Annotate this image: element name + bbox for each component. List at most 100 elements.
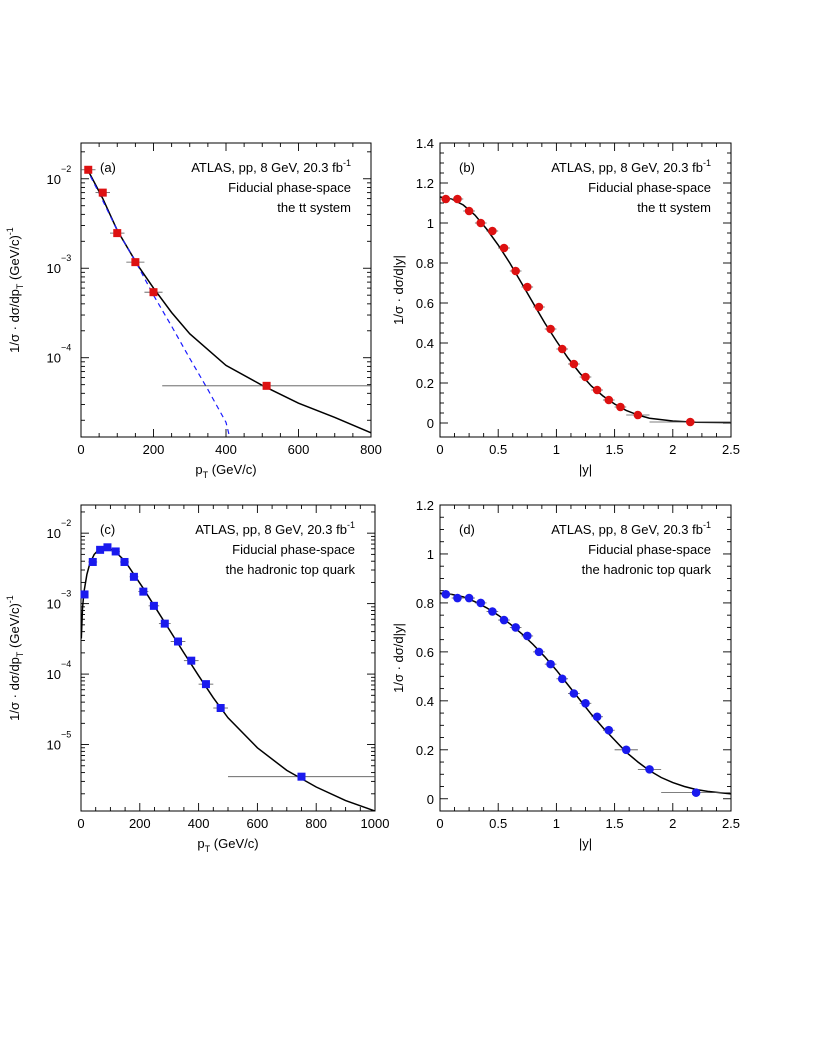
data-point xyxy=(476,218,486,228)
data-point xyxy=(569,359,579,369)
x-tick-label: 2.5 xyxy=(722,442,740,457)
model-curve xyxy=(440,592,731,795)
y-tick-label: 10 xyxy=(47,351,61,366)
data-point xyxy=(557,344,567,354)
y-tick-label: 10 xyxy=(47,172,61,187)
x-tick-label: 600 xyxy=(247,816,269,831)
y-tick-exponent: −4 xyxy=(61,659,71,669)
panel-label: (d) xyxy=(459,522,475,537)
data-point xyxy=(113,229,122,238)
data-point xyxy=(499,243,509,253)
x-tick-label: 1 xyxy=(553,816,560,831)
data-point xyxy=(581,698,590,708)
annotation-line: ATLAS, pp, 8 GeV, 20.3 fb-1 xyxy=(191,158,351,175)
data-point xyxy=(592,712,602,722)
x-tick-label: 400 xyxy=(188,816,210,831)
data-point xyxy=(453,194,462,204)
x-tick-label: 200 xyxy=(129,816,151,831)
model-curve xyxy=(440,196,731,424)
data-point xyxy=(511,623,520,632)
annotation-line: Fiducial phase-space xyxy=(588,542,711,557)
data-point xyxy=(131,258,140,267)
panel-d: 0 0.5 1 1.5 2 2.5 0 0.2 0.4 0.6 0.8 1 1.2 (d) ATLAS, p… xyxy=(391,498,740,851)
data-point xyxy=(499,615,509,625)
x-tick-label: 600 xyxy=(288,442,310,457)
x-tick-label: 2.5 xyxy=(722,816,740,831)
x-axis-label: pT (GeV/c) xyxy=(197,836,258,854)
y-tick-label: 0.8 xyxy=(416,596,434,611)
x-axis-label: |y| xyxy=(579,836,592,851)
data-point xyxy=(441,590,451,599)
y-axis-label: 1/σ · dσ/dpT (GeV/c)-1 xyxy=(5,595,25,721)
data-point xyxy=(464,593,474,603)
y-tick-exponent: −2 xyxy=(61,518,71,528)
y-axis-label: 1/σ · dσ/d|y| xyxy=(391,623,406,693)
data-point xyxy=(488,607,497,616)
data-point xyxy=(80,590,89,599)
data-point xyxy=(174,637,183,646)
x-tick-label: 200 xyxy=(143,442,165,457)
data-point xyxy=(84,165,93,174)
y-tick-exponent: −5 xyxy=(61,730,71,740)
y-tick-exponent: −3 xyxy=(61,253,71,263)
data-point xyxy=(201,680,210,689)
y-tick-label: 10 xyxy=(47,526,61,541)
data-point xyxy=(488,226,497,236)
data-point xyxy=(297,772,306,781)
data-point xyxy=(604,725,614,735)
x-tick-label: 1.5 xyxy=(606,442,624,457)
annotation-line: Fiducial phase-space xyxy=(232,542,355,557)
y-tick-label: 0.6 xyxy=(416,296,434,311)
y-tick-exponent: −4 xyxy=(61,343,71,353)
y-tick-label: 0.4 xyxy=(416,336,434,351)
panel-b: 0 0.5 1 1.5 2 2.5 0 0.2 0.4 0.6 0.8 1 1.2 1.4 (b) ATLAS… xyxy=(391,136,740,477)
data-point xyxy=(476,598,486,608)
x-tick-label: 1.5 xyxy=(606,816,624,831)
data-point xyxy=(160,619,169,628)
x-axis-label: pT (GeV/c) xyxy=(195,462,256,480)
data-point xyxy=(129,572,138,581)
model-curve xyxy=(81,547,375,811)
data-point xyxy=(120,557,129,566)
data-point xyxy=(616,402,625,412)
data-point xyxy=(534,302,544,312)
annotation-line: the hadronic top quark xyxy=(226,562,356,577)
data-point xyxy=(604,395,614,405)
panel-label: (a) xyxy=(100,160,116,175)
annotation-line: ATLAS, pp, 8 GeV, 20.3 fb-1 xyxy=(551,520,711,537)
data-point xyxy=(557,674,567,684)
data-point xyxy=(464,206,474,216)
x-tick-label: 2 xyxy=(669,442,676,457)
y-tick-label: 10 xyxy=(47,738,61,753)
data-point xyxy=(149,601,158,610)
y-tick-label: 0.2 xyxy=(416,376,434,391)
x-tick-label: 800 xyxy=(305,816,327,831)
y-tick-label: 10 xyxy=(47,261,61,276)
x-tick-label: 2 xyxy=(669,816,676,831)
annotation-line: Fiducial phase-space xyxy=(588,180,711,195)
annotation-line: Fiducial phase-space xyxy=(228,180,351,195)
annotation-line: the tt system xyxy=(277,200,351,215)
y-tick-label: 0 xyxy=(427,416,434,431)
x-tick-label: 400 xyxy=(215,442,237,457)
y-tick-exponent: −3 xyxy=(61,589,71,599)
y-tick-label: 1 xyxy=(427,216,434,231)
y-tick-label: 10 xyxy=(47,667,61,682)
x-tick-label: 0 xyxy=(436,442,443,457)
x-tick-label: 1 xyxy=(553,442,560,457)
data-point xyxy=(534,647,544,657)
y-axis-label: 1/σ · dσ/dpT (GeV/c)-1 xyxy=(5,227,25,353)
data-point xyxy=(691,788,701,797)
panel-label: (c) xyxy=(100,522,115,537)
y-tick-label: 1.4 xyxy=(416,136,434,151)
y-tick-label: 10 xyxy=(47,597,61,612)
data-point xyxy=(569,689,579,698)
y-tick-label: 0 xyxy=(427,792,434,807)
data-point xyxy=(633,410,643,420)
y-tick-label: 1.2 xyxy=(416,498,434,513)
data-point xyxy=(103,543,112,552)
y-axis-label: 1/σ · dσ/d|y| xyxy=(391,255,406,325)
